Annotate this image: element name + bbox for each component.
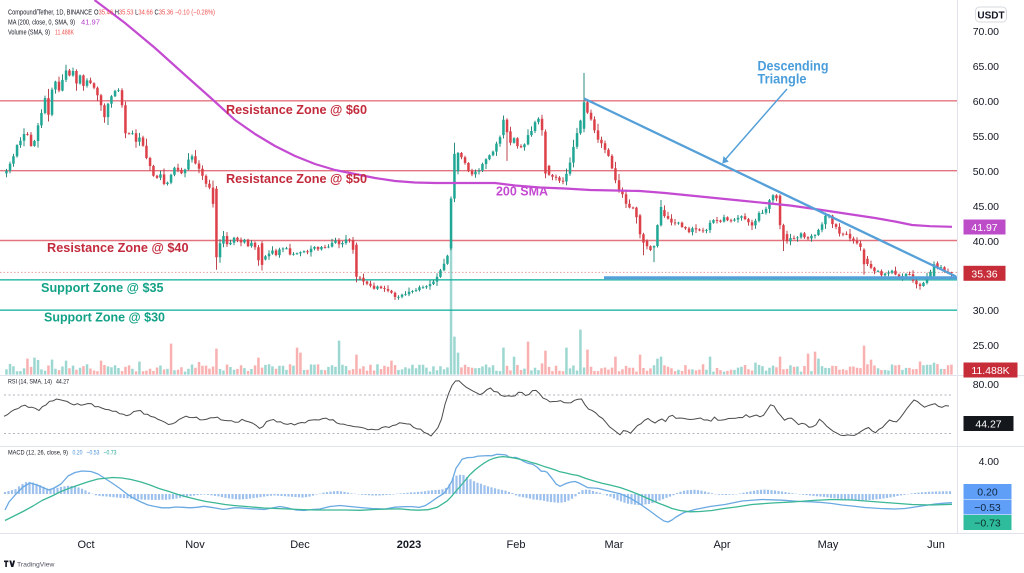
svg-text:Volume (SMA, 9): Volume (SMA, 9) [8,30,50,37]
svg-text:−0.73: −0.73 [974,518,1001,530]
svg-text:O35.46 H35.53 L34.66 C35.36 −0: O35.46 H35.53 L34.66 C35.36 −0.10 (−0.28… [94,10,215,17]
svg-text:25.00: 25.00 [973,340,999,352]
svg-text:35.36: 35.36 [971,268,997,280]
svg-text:45.00: 45.00 [973,201,999,213]
svg-text:Support Zone @ $30: Support Zone @ $30 [44,310,165,325]
svg-text:11.488K: 11.488K [55,30,74,37]
svg-text:41.97: 41.97 [81,20,100,27]
svg-text:May: May [818,539,839,551]
svg-text:0.20: 0.20 [977,487,998,499]
svg-text:−0.53: −0.53 [974,502,1001,514]
svg-text:TradingView: TradingView [17,562,54,569]
svg-text:50.00: 50.00 [973,166,999,178]
svg-text:80.00: 80.00 [973,379,999,391]
svg-text:USDT: USDT [977,11,1004,22]
svg-text:MA (200, close, 0, SMA, 9): MA (200, close, 0, SMA, 9) [8,20,75,27]
svg-text:−0.73: −0.73 [104,449,117,456]
svg-text:2023: 2023 [397,539,421,551]
svg-text:RSI (14, SMA, 14): RSI (14, SMA, 14) [8,379,52,386]
svg-text:Triangle: Triangle [758,71,807,86]
svg-text:Jun: Jun [927,539,945,551]
svg-text:0.20: 0.20 [73,449,83,456]
svg-text:Compound/Tether, 1D, BINANCE: Compound/Tether, 1D, BINANCE [8,10,92,17]
svg-text:Support Zone @ $35: Support Zone @ $35 [41,280,164,295]
svg-text:60.00: 60.00 [973,96,999,108]
svg-text:40.00: 40.00 [973,236,999,248]
svg-text:44.27: 44.27 [56,379,69,386]
svg-text:Resistance Zone @ $60: Resistance Zone @ $60 [226,102,367,117]
svg-text:30.00: 30.00 [973,305,999,317]
svg-text:70.00: 70.00 [973,26,999,38]
svg-text:MACD (12, 26, close, 9): MACD (12, 26, close, 9) [8,449,68,456]
svg-text:Feb: Feb [507,539,526,551]
svg-text:Nov: Nov [185,539,205,551]
svg-text:11.488K: 11.488K [971,365,1009,377]
svg-text:Dec: Dec [290,539,310,551]
svg-text:44.27: 44.27 [975,419,1001,431]
svg-text:55.00: 55.00 [973,131,999,143]
svg-text:Oct: Oct [77,539,94,551]
svg-text:−0.53: −0.53 [87,449,100,456]
svg-text:Resistance Zone @ $50: Resistance Zone @ $50 [226,171,367,186]
svg-text:Mar: Mar [605,539,624,551]
svg-text:200 SMA: 200 SMA [496,184,549,199]
svg-text:4.00: 4.00 [979,456,1000,468]
svg-text:Descending: Descending [758,58,829,73]
svg-text:Apr: Apr [713,539,730,551]
svg-text:Resistance Zone @ $40: Resistance Zone @ $40 [47,240,189,255]
svg-text:41.97: 41.97 [971,222,997,234]
svg-text:65.00: 65.00 [973,61,999,73]
